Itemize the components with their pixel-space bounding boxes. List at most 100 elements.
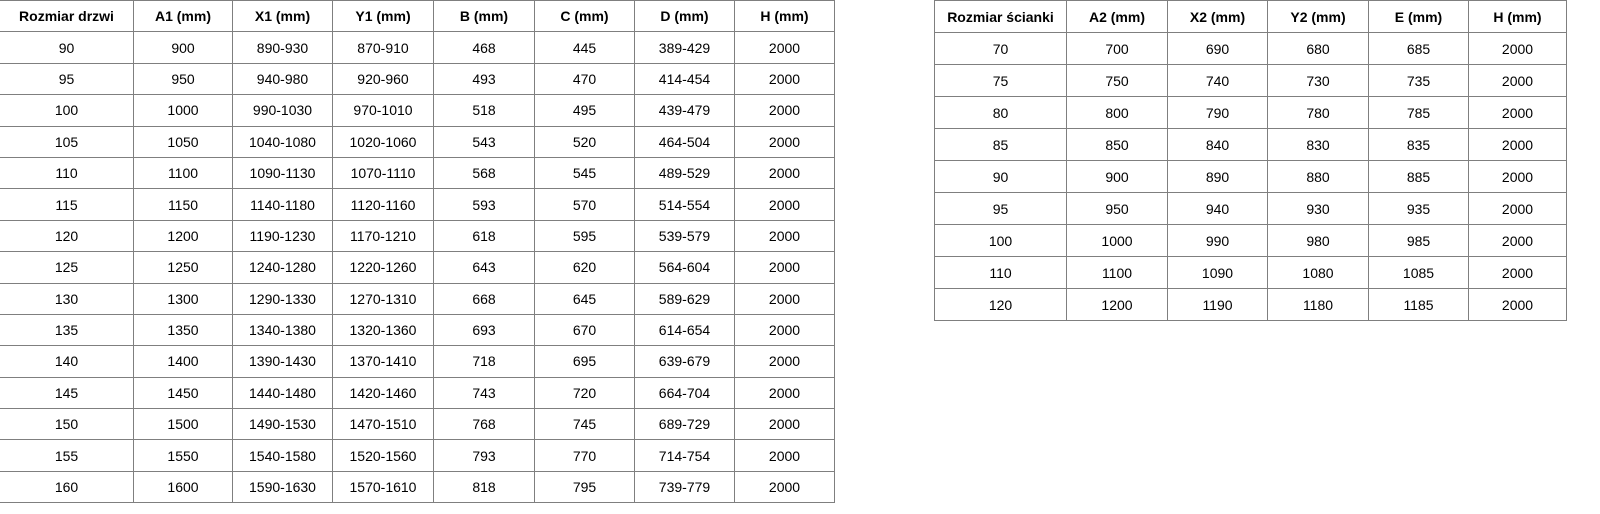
table-cell: 890-930: [232, 31, 333, 64]
table-cell: 2000: [734, 31, 835, 64]
table-cell: 90: [934, 160, 1067, 193]
table-cell: 1220-1260: [332, 251, 434, 284]
table-cell: 920-960: [332, 62, 434, 96]
table-cell: 90: [0, 31, 134, 64]
table-cell: 1450: [133, 376, 233, 410]
table-cell: 2000: [1468, 96, 1567, 129]
table-row: 115 1150 1140-1180 1120-1160 593 570 514-554 20…: [0, 188, 835, 221]
table-cell: 785: [1368, 96, 1469, 129]
table-cell: 2000: [734, 345, 835, 378]
table-cell: 770: [534, 439, 635, 472]
table-cell: 990-1030: [232, 94, 333, 127]
table-cell: 2000: [734, 94, 835, 127]
table-cell: 518: [433, 94, 535, 127]
column-header: X1 (mm): [232, 0, 333, 33]
table-cell: 1570-1610: [332, 470, 434, 504]
table-cell: 850: [1066, 128, 1168, 161]
table-cell: 1520-1560: [332, 439, 434, 472]
table-cell: 793: [433, 439, 535, 472]
table-cell: 1190-1230: [232, 219, 333, 253]
table-cell: 1140-1180: [232, 188, 333, 221]
table-cell: 539-579: [634, 219, 735, 253]
table-cell: 120: [934, 288, 1067, 321]
table-cell: 800: [1066, 96, 1168, 129]
table-cell: 700: [1066, 32, 1168, 65]
column-header: A1 (mm): [133, 0, 233, 33]
table-cell: 693: [433, 313, 535, 347]
table-cell: 140: [0, 345, 134, 378]
table-cell: 1200: [133, 219, 233, 253]
table-cell: 1370-1410: [332, 345, 434, 378]
header-row: Rozmiar ścianki A2 (mm) X2 (mm) Y2 (mm) E (m…: [934, 0, 1567, 33]
table-row: 125 1250 1240-1280 1220-1260 643 620 564-604 20…: [0, 251, 835, 284]
table-cell: 690: [1167, 32, 1268, 65]
table-cell: 900: [1066, 160, 1168, 193]
table-cell: 1020-1060: [332, 125, 434, 158]
table-cell: 2000: [1468, 224, 1567, 257]
table-cell: 935: [1368, 192, 1469, 225]
table-cell: 514-554: [634, 188, 735, 221]
table-row: 110 1100 1090 1080 1085 2000: [934, 256, 1567, 289]
wall-sizes-table: Rozmiar ścianki A2 (mm) X2 (mm) Y2 (mm) E (m…: [934, 0, 1567, 321]
table-cell: 85: [934, 128, 1067, 161]
table-cell: 689-729: [634, 408, 735, 441]
table-cell: 110: [934, 256, 1067, 289]
table-cell: 595: [534, 219, 635, 253]
table-row: 95 950 940 930 935 2000: [934, 192, 1567, 225]
table-row: 120 1200 1190 1180 1185 2000: [934, 288, 1567, 321]
table-cell: 750: [1066, 64, 1168, 97]
table-cell: 1070-1110: [332, 156, 434, 190]
table-cell: 880: [1267, 160, 1369, 193]
table-cell: 414-454: [634, 62, 735, 96]
table-cell: 2000: [734, 313, 835, 347]
column-header: Rozmiar drzwi: [0, 0, 134, 33]
table-cell: 643: [433, 251, 535, 284]
table-row: 135 1350 1340-1380 1320-1360 693 670 614-654 20…: [0, 313, 835, 347]
table-cell: 1090: [1167, 256, 1268, 289]
table-cell: 795: [534, 470, 635, 504]
table-cell: 1470-1510: [332, 408, 434, 441]
table-cell: 614-654: [634, 313, 735, 347]
table-cell: 985: [1368, 224, 1469, 257]
table-cell: 1040-1080: [232, 125, 333, 158]
table-cell: 2000: [734, 219, 835, 253]
table-row: 130 1300 1290-1330 1270-1310 668 645 589-629 20…: [0, 282, 835, 315]
table-cell: 2000: [734, 376, 835, 410]
table-cell: 470: [534, 62, 635, 96]
table-cell: 664-704: [634, 376, 735, 410]
table-cell: 1440-1480: [232, 376, 333, 410]
table-cell: 620: [534, 251, 635, 284]
table-row: 120 1200 1190-1230 1170-1210 618 595 539-579 20…: [0, 219, 835, 253]
table-cell: 75: [934, 64, 1067, 97]
table-row: 100 1000 990-1030 970-1010 518 495 439-479 2000: [0, 94, 835, 127]
table-row: 90 900 890 880 885 2000: [934, 160, 1567, 193]
table-cell: 130: [0, 282, 134, 315]
table-cell: 1050: [133, 125, 233, 158]
table-cell: 940-980: [232, 62, 333, 96]
table-row: 140 1400 1390-1430 1370-1410 718 695 639-679 20…: [0, 345, 835, 378]
table-row: 105 1050 1040-1080 1020-1060 543 520 464-504 20…: [0, 125, 835, 158]
table-cell: 568: [433, 156, 535, 190]
table-row: 85 850 840 830 835 2000: [934, 128, 1567, 161]
column-header: H (mm): [1468, 0, 1567, 33]
table-row: 90 900 890-930 870-910 468 445 389-429 2000: [0, 31, 835, 64]
table-cell: 570: [534, 188, 635, 221]
table-cell: 950: [133, 62, 233, 96]
door-sizes-table: Rozmiar drzwi A1 (mm) X1 (mm) Y1 (mm) B (mm)…: [0, 0, 835, 504]
table-cell: 940: [1167, 192, 1268, 225]
table-cell: 830: [1267, 128, 1369, 161]
table-cell: 980: [1267, 224, 1369, 257]
table-cell: 545: [534, 156, 635, 190]
table-cell: 730: [1267, 64, 1369, 97]
table-cell: 495: [534, 94, 635, 127]
column-header: X2 (mm): [1167, 0, 1268, 33]
table-cell: 445: [534, 31, 635, 64]
table-cell: 1600: [133, 470, 233, 504]
table-cell: 1185: [1368, 288, 1469, 321]
table-cell: 743: [433, 376, 535, 410]
table-cell: 1000: [1066, 224, 1168, 257]
table-cell: 1250: [133, 251, 233, 284]
table-row: 110 1100 1090-1130 1070-1110 568 545 489-529 20…: [0, 156, 835, 190]
table-cell: 1085: [1368, 256, 1469, 289]
table-cell: 680: [1267, 32, 1369, 65]
